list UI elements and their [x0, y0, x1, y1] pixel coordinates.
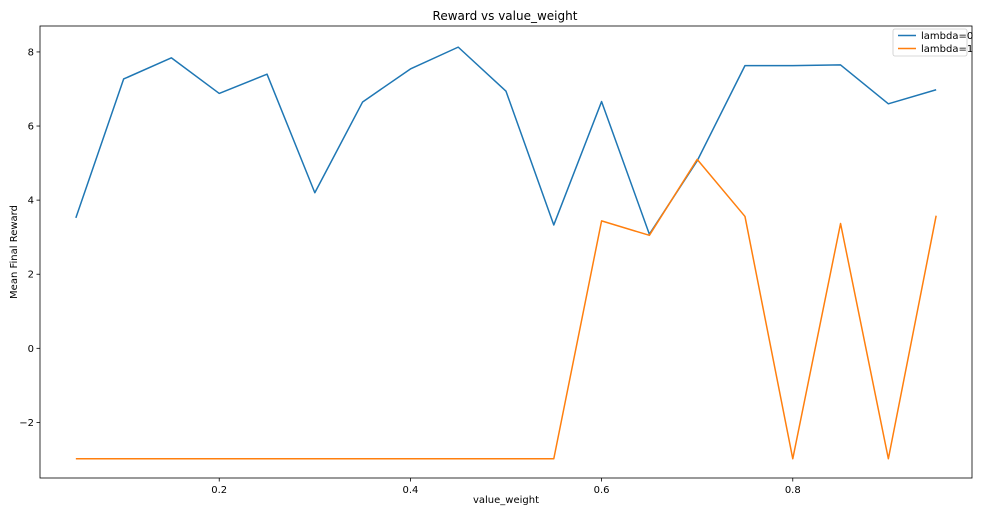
- chart-title: Reward vs value_weight: [433, 9, 578, 23]
- x-tick-label: 0.4: [402, 485, 418, 496]
- y-tick-label: 0: [28, 344, 34, 355]
- plot-area: [40, 26, 972, 478]
- plot-frame: [39, 25, 973, 479]
- y-tick-label: −2: [19, 418, 34, 429]
- legend: lambda=0 lambda=1: [892, 28, 973, 57]
- y-axis-ticks: −2 0 2 4 6 8: [19, 47, 40, 429]
- x-axis-ticks: 0.2 0.4 0.6 0.8: [211, 478, 801, 496]
- x-tick-label: 0.8: [785, 485, 801, 496]
- y-tick-label: 6: [28, 122, 34, 133]
- series-layer: [75, 46, 937, 460]
- y-tick-label: 8: [28, 47, 34, 58]
- y-tick-label: 2: [28, 270, 34, 281]
- x-tick-label: 0.6: [594, 485, 610, 496]
- x-axis-label: value_weight: [473, 495, 539, 506]
- y-tick-label: 4: [28, 196, 34, 207]
- x-tick-label: 0.2: [211, 485, 227, 496]
- y-axis-label: Mean Final Reward: [9, 205, 20, 299]
- series-line-lambda-0: [75, 46, 937, 235]
- series-line-lambda-1: [75, 158, 937, 460]
- legend-label-lambda-1: lambda=1: [921, 44, 973, 55]
- legend-label-lambda-0: lambda=0: [921, 31, 973, 42]
